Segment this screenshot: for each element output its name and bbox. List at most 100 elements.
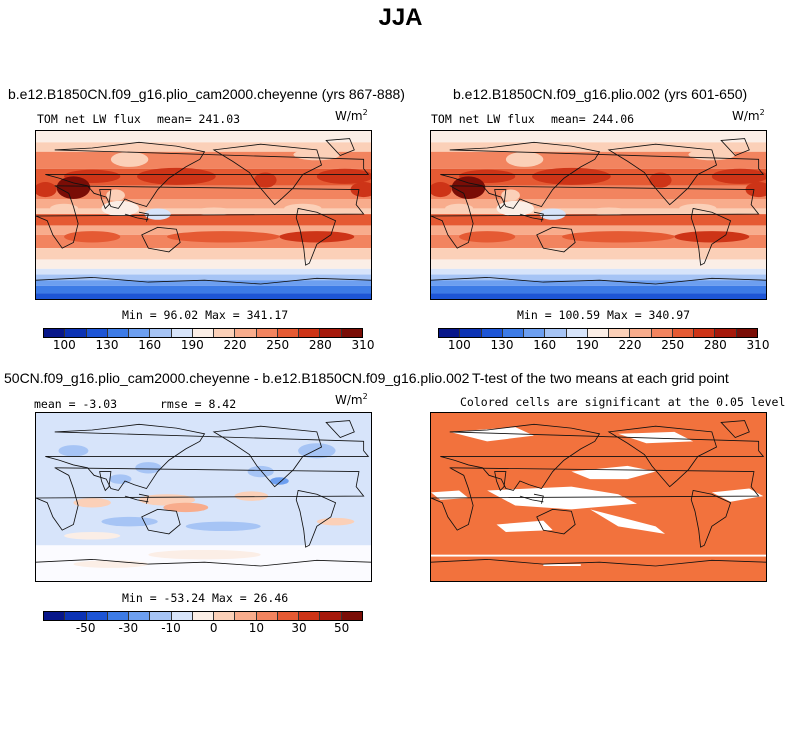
colorbar-swatch bbox=[65, 329, 87, 337]
colorbar-tick-label: -50 bbox=[75, 621, 96, 635]
colorbar-tick-label: 30 bbox=[291, 621, 307, 635]
colorbar-swatch bbox=[460, 329, 482, 337]
panel-1-map-field bbox=[36, 131, 371, 299]
colorbar-tick-label: 220 bbox=[618, 338, 642, 352]
colorbar-swatch bbox=[694, 329, 716, 337]
colorbar-swatch bbox=[439, 329, 461, 337]
colorbar-swatch bbox=[171, 612, 193, 620]
colorbar-swatch bbox=[86, 329, 108, 337]
panel-4-subtitle: Colored cells are significant at the 0.0… bbox=[460, 395, 786, 409]
colorbar-swatch bbox=[235, 329, 257, 337]
colorbar-swatch bbox=[256, 329, 278, 337]
colorbar-swatch bbox=[44, 329, 66, 337]
colorbar-swatch bbox=[277, 612, 300, 620]
panel-3-rmse: rmse = 8.42 bbox=[160, 397, 237, 411]
colorbar-swatch bbox=[150, 612, 172, 620]
colorbar-swatch bbox=[277, 329, 300, 337]
panel-3-map bbox=[35, 412, 372, 582]
panel-2-map bbox=[430, 130, 767, 300]
panel-3-units: W/m2 bbox=[335, 392, 368, 407]
colorbar-swatch bbox=[566, 329, 588, 337]
colorbar-swatch bbox=[65, 612, 87, 620]
colorbar-tick-label: 250 bbox=[661, 338, 685, 352]
panel-1-title: b.e12.B1850CN.f09_g16.plio_cam2000.cheye… bbox=[8, 86, 405, 102]
colorbar-swatch bbox=[609, 329, 631, 337]
colorbar-swatch bbox=[672, 329, 695, 337]
colorbar-tick-label: 190 bbox=[575, 338, 599, 352]
panel-2-colorbar bbox=[438, 328, 758, 338]
colorbar-swatch bbox=[320, 612, 342, 620]
colorbar-swatch bbox=[502, 329, 525, 337]
colorbar-swatch bbox=[736, 329, 757, 337]
panel-4-title: T-test of the two means at each grid poi… bbox=[472, 370, 729, 386]
panel-3-map-field bbox=[36, 413, 371, 581]
colorbar-swatch bbox=[192, 329, 215, 337]
colorbar-swatch bbox=[86, 612, 108, 620]
colorbar-tick-label: 190 bbox=[180, 338, 204, 352]
panel-1-units: W/m2 bbox=[335, 108, 368, 123]
colorbar-swatch bbox=[107, 612, 130, 620]
colorbar-tick-label: 160 bbox=[138, 338, 162, 352]
colorbar-tick-label: 220 bbox=[223, 338, 247, 352]
panel-2-title: b.e12.B1850CN.f09_g16.plio.002 (yrs 601-… bbox=[453, 86, 748, 102]
colorbar-swatch bbox=[481, 329, 503, 337]
colorbar-tick-label: 280 bbox=[703, 338, 727, 352]
colorbar-tick-label: 310 bbox=[351, 338, 375, 352]
colorbar-swatch bbox=[630, 329, 652, 337]
colorbar-tick-label: 10 bbox=[248, 621, 264, 635]
colorbar-swatch bbox=[150, 329, 172, 337]
panel-1-colorbar bbox=[43, 328, 363, 338]
colorbar-swatch bbox=[341, 329, 362, 337]
panel-1-colorbar-labels: 100 130 160 190 220 250 280 310 bbox=[43, 338, 375, 354]
panel-2-colorbar-labels: 100 130 160 190 220 250 280 310 bbox=[438, 338, 770, 354]
colorbar-swatch bbox=[129, 329, 151, 337]
panel-4-map-field bbox=[431, 413, 766, 581]
colorbar-swatch bbox=[171, 329, 193, 337]
colorbar-tick-label: 100 bbox=[447, 338, 471, 352]
colorbar-tick-label: -10 bbox=[161, 621, 181, 635]
figure-title: JJA bbox=[378, 4, 423, 31]
colorbar-tick-label: 130 bbox=[95, 338, 119, 352]
panel-2-units: W/m2 bbox=[732, 108, 765, 123]
colorbar-tick-label: -30 bbox=[118, 621, 139, 635]
colorbar-swatch bbox=[651, 329, 673, 337]
colorbar-swatch bbox=[235, 612, 257, 620]
colorbar-tick-label: 160 bbox=[533, 338, 557, 352]
panel-3-mean: mean = -3.03 bbox=[34, 397, 118, 411]
panel-3-colorbar bbox=[43, 611, 363, 621]
colorbar-swatch bbox=[587, 329, 610, 337]
panel-1-map bbox=[35, 130, 372, 300]
colorbar-swatch bbox=[214, 612, 236, 620]
colorbar-swatch bbox=[107, 329, 130, 337]
colorbar-tick-label: 280 bbox=[308, 338, 332, 352]
panel-2-minmax: Min = 100.59 Max = 340.97 bbox=[517, 308, 691, 322]
colorbar-swatch bbox=[545, 329, 567, 337]
colorbar-swatch bbox=[214, 329, 236, 337]
colorbar-tick-label: 50 bbox=[334, 621, 350, 635]
panel-3-minmax: Min = -53.24 Max = 26.46 bbox=[122, 591, 289, 605]
colorbar-swatch bbox=[320, 329, 342, 337]
colorbar-swatch bbox=[129, 612, 151, 620]
colorbar-swatch bbox=[192, 612, 215, 620]
panel-3-colorbar-labels: -50 -30 -10 0 10 30 50 bbox=[43, 621, 363, 637]
panel-2-map-field bbox=[431, 131, 766, 299]
panel-3-title: 50CN.f09_g16.plio_cam2000.cheyenne - b.e… bbox=[4, 370, 470, 386]
colorbar-swatch bbox=[256, 612, 278, 620]
colorbar-swatch bbox=[299, 612, 321, 620]
colorbar-swatch bbox=[299, 329, 321, 337]
panel-1-mean: mean= 241.03 bbox=[157, 112, 241, 126]
colorbar-tick-label: 130 bbox=[490, 338, 514, 352]
panel-4-map bbox=[430, 412, 767, 582]
colorbar-swatch bbox=[44, 612, 66, 620]
panel-2-variable-label: TOM net LW flux bbox=[431, 112, 535, 126]
colorbar-swatch bbox=[341, 612, 362, 620]
colorbar-tick-label: 310 bbox=[746, 338, 770, 352]
colorbar-tick-label: 250 bbox=[266, 338, 290, 352]
panel-2-mean: mean= 244.06 bbox=[551, 112, 635, 126]
panel-1-variable-label: TOM net LW flux bbox=[37, 112, 141, 126]
colorbar-tick-label: 100 bbox=[52, 338, 76, 352]
colorbar-swatch bbox=[715, 329, 737, 337]
colorbar-swatch bbox=[524, 329, 546, 337]
colorbar-tick-label: 0 bbox=[209, 621, 218, 635]
panel-1-minmax: Min = 96.02 Max = 341.17 bbox=[122, 308, 289, 322]
